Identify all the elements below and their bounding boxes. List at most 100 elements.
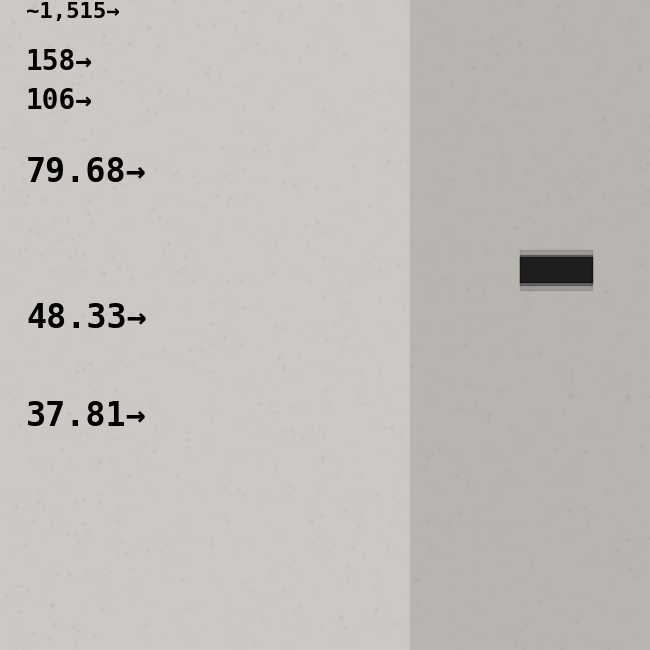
Point — [561, 539, 571, 549]
Point — [7, 426, 18, 437]
Point — [454, 370, 465, 380]
Point — [594, 118, 604, 129]
Point — [307, 133, 318, 143]
Point — [133, 85, 143, 96]
Point — [601, 157, 611, 168]
Point — [538, 424, 548, 435]
Point — [389, 619, 400, 629]
Point — [94, 187, 105, 197]
Point — [571, 529, 582, 539]
Point — [508, 276, 518, 287]
Point — [341, 239, 352, 249]
Point — [395, 90, 406, 100]
Point — [488, 34, 498, 44]
Point — [207, 413, 218, 424]
Point — [621, 348, 631, 358]
Point — [237, 576, 248, 586]
Point — [411, 497, 422, 508]
Point — [377, 387, 387, 398]
Point — [396, 405, 406, 415]
Point — [399, 304, 410, 315]
Point — [40, 252, 50, 262]
Point — [151, 421, 162, 432]
Point — [429, 94, 439, 104]
Point — [281, 610, 291, 621]
Point — [642, 0, 650, 9]
Point — [474, 541, 484, 551]
Point — [468, 482, 478, 492]
Point — [582, 517, 593, 527]
Point — [616, 471, 626, 482]
Point — [606, 512, 616, 522]
Point — [291, 267, 302, 278]
Point — [336, 580, 346, 590]
Point — [610, 191, 621, 202]
Point — [403, 613, 413, 623]
Point — [578, 252, 588, 262]
Point — [216, 573, 227, 584]
Point — [134, 113, 144, 124]
Point — [318, 291, 328, 301]
Point — [499, 88, 510, 98]
Point — [329, 258, 339, 268]
Point — [569, 324, 580, 334]
Point — [302, 41, 313, 51]
Point — [400, 37, 410, 47]
Point — [601, 559, 612, 569]
Point — [203, 435, 213, 445]
Point — [84, 570, 94, 580]
Point — [525, 566, 535, 576]
Point — [230, 24, 240, 34]
Point — [20, 224, 31, 235]
Point — [347, 513, 358, 523]
Point — [566, 377, 577, 387]
Point — [499, 208, 509, 218]
Point — [197, 345, 207, 356]
Point — [86, 454, 96, 465]
Point — [94, 458, 105, 468]
Point — [462, 38, 472, 49]
Point — [322, 454, 332, 465]
Point — [242, 192, 252, 203]
Bar — [410, 0, 650, 650]
Point — [198, 202, 208, 212]
Point — [294, 400, 304, 410]
Point — [325, 1, 335, 12]
Point — [140, 304, 151, 315]
Point — [155, 525, 166, 535]
Point — [173, 225, 183, 235]
Point — [124, 332, 135, 343]
Point — [295, 602, 306, 612]
Point — [499, 625, 509, 636]
Point — [621, 384, 632, 395]
Point — [260, 47, 270, 58]
Point — [51, 237, 61, 247]
Point — [366, 422, 376, 432]
Point — [524, 616, 534, 627]
Point — [386, 84, 396, 94]
Point — [249, 540, 259, 550]
Point — [512, 446, 522, 456]
Point — [65, 252, 75, 263]
Point — [469, 63, 480, 73]
Point — [215, 235, 226, 246]
Point — [55, 12, 66, 22]
Point — [515, 113, 525, 124]
Point — [83, 208, 94, 218]
Point — [430, 51, 440, 62]
Point — [253, 38, 263, 49]
Point — [398, 300, 408, 311]
Point — [21, 343, 31, 354]
Point — [337, 285, 348, 296]
Point — [156, 405, 166, 415]
Point — [217, 142, 228, 152]
Point — [133, 154, 144, 164]
Point — [468, 350, 478, 360]
Point — [326, 35, 336, 46]
Point — [107, 47, 118, 57]
Point — [596, 212, 606, 222]
Point — [99, 587, 110, 597]
Point — [400, 624, 411, 634]
Point — [438, 185, 448, 196]
Point — [237, 389, 248, 400]
